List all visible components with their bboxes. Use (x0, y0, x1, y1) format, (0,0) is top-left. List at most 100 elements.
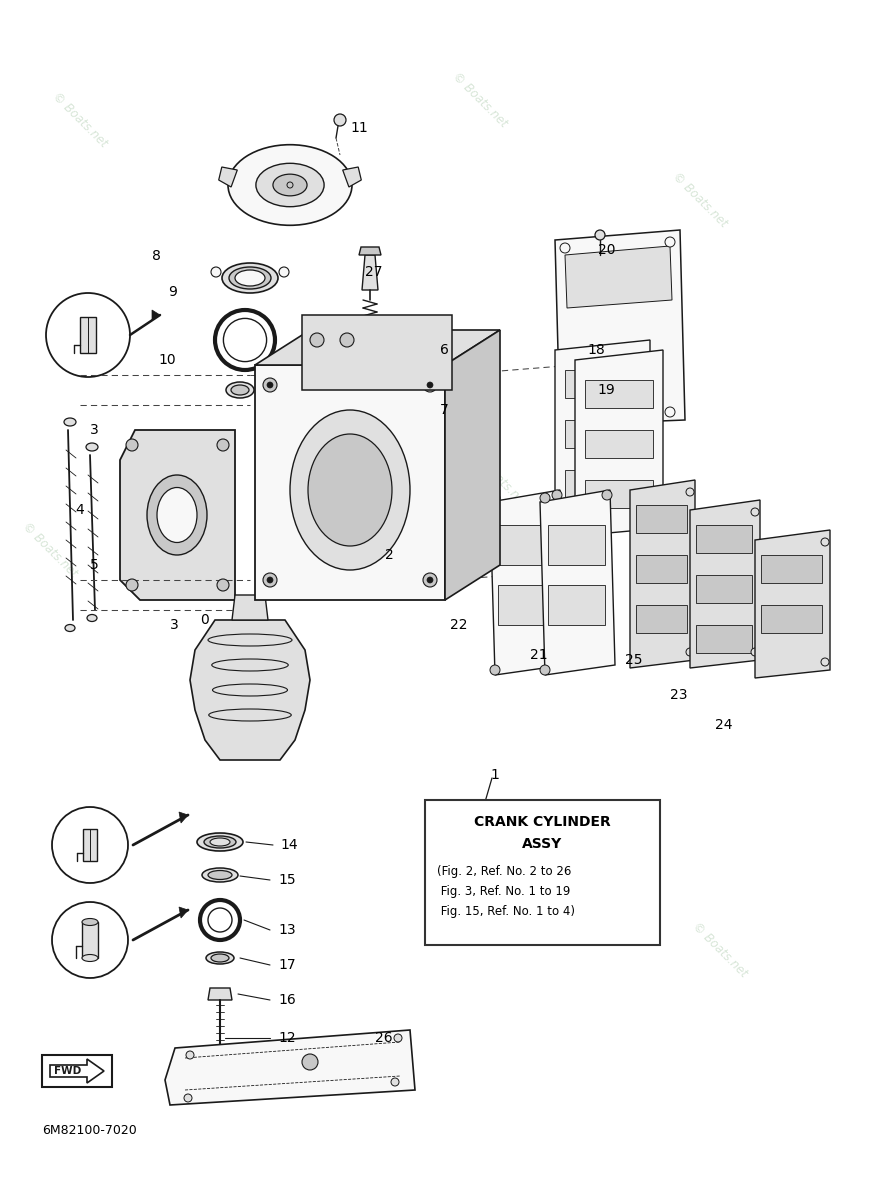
Circle shape (664, 236, 674, 247)
Text: 8: 8 (152, 248, 161, 263)
Text: 0: 0 (200, 613, 209, 626)
Circle shape (601, 490, 611, 500)
Circle shape (412, 342, 421, 352)
Polygon shape (83, 829, 96, 862)
Polygon shape (695, 575, 751, 602)
Ellipse shape (65, 624, 75, 631)
Ellipse shape (209, 838, 229, 846)
Polygon shape (689, 500, 760, 668)
Text: 27: 27 (365, 265, 382, 278)
Polygon shape (629, 480, 694, 668)
Polygon shape (760, 554, 821, 583)
Circle shape (422, 378, 436, 392)
Text: 6: 6 (440, 343, 448, 358)
FancyBboxPatch shape (425, 800, 660, 946)
Polygon shape (179, 812, 188, 823)
Ellipse shape (211, 954, 229, 962)
Text: 23: 23 (669, 688, 687, 702)
Circle shape (46, 293, 129, 377)
Circle shape (664, 407, 674, 416)
Polygon shape (635, 605, 687, 634)
Circle shape (489, 493, 500, 503)
Ellipse shape (226, 382, 254, 398)
Text: 10: 10 (158, 353, 176, 367)
Polygon shape (80, 317, 96, 353)
Circle shape (820, 658, 828, 666)
Ellipse shape (273, 174, 307, 196)
Text: 4: 4 (75, 503, 83, 517)
Text: 18: 18 (587, 343, 604, 358)
Text: 9: 9 (168, 284, 176, 299)
Text: 21: 21 (529, 648, 547, 662)
Text: Fig. 3, Ref. No. 1 to 19: Fig. 3, Ref. No. 1 to 19 (436, 886, 570, 899)
Circle shape (594, 230, 604, 240)
Text: 1: 1 (489, 768, 498, 782)
Polygon shape (540, 490, 614, 674)
Text: 25: 25 (624, 653, 642, 667)
Text: 11: 11 (349, 121, 368, 134)
Polygon shape (760, 605, 821, 634)
Ellipse shape (64, 418, 76, 426)
Circle shape (427, 382, 433, 388)
Ellipse shape (228, 145, 352, 226)
Polygon shape (342, 167, 361, 187)
Polygon shape (50, 1058, 104, 1082)
Circle shape (422, 572, 436, 587)
Polygon shape (255, 330, 500, 365)
Text: 15: 15 (278, 874, 295, 887)
Circle shape (394, 1034, 401, 1042)
Ellipse shape (82, 918, 98, 925)
Ellipse shape (212, 684, 287, 696)
Text: 3: 3 (169, 618, 178, 632)
Polygon shape (695, 526, 751, 553)
Circle shape (216, 578, 229, 590)
Polygon shape (554, 230, 684, 425)
Circle shape (551, 490, 561, 500)
Circle shape (686, 488, 693, 496)
Circle shape (820, 538, 828, 546)
Text: © Boats.net: © Boats.net (689, 920, 749, 980)
Polygon shape (152, 310, 160, 320)
Text: 22: 22 (449, 618, 467, 632)
Polygon shape (232, 595, 268, 620)
Text: 20: 20 (597, 242, 614, 257)
Circle shape (52, 902, 128, 978)
Circle shape (211, 266, 221, 277)
Circle shape (340, 332, 354, 347)
FancyBboxPatch shape (42, 1055, 112, 1087)
Polygon shape (359, 247, 381, 254)
Ellipse shape (208, 870, 232, 880)
Circle shape (267, 577, 273, 583)
Circle shape (287, 182, 293, 188)
Polygon shape (547, 526, 604, 565)
Circle shape (126, 578, 138, 590)
Ellipse shape (308, 434, 392, 546)
Circle shape (540, 493, 549, 503)
Circle shape (427, 577, 433, 583)
Text: © Boats.net: © Boats.net (449, 70, 509, 130)
Circle shape (267, 382, 273, 388)
Ellipse shape (82, 954, 98, 961)
Polygon shape (189, 620, 309, 760)
Circle shape (262, 378, 276, 392)
Text: (Fig. 2, Ref. No. 2 to 26: (Fig. 2, Ref. No. 2 to 26 (436, 865, 571, 878)
Circle shape (186, 1051, 194, 1058)
Text: 3: 3 (90, 422, 99, 437)
Circle shape (309, 332, 323, 347)
Text: 17: 17 (278, 958, 295, 972)
Circle shape (540, 665, 549, 674)
Circle shape (750, 648, 758, 656)
Polygon shape (584, 380, 653, 408)
Polygon shape (120, 430, 235, 600)
Ellipse shape (222, 263, 278, 293)
Text: 12: 12 (278, 1031, 295, 1045)
Polygon shape (564, 420, 640, 448)
Ellipse shape (87, 614, 96, 622)
Circle shape (302, 1054, 318, 1070)
Polygon shape (165, 1030, 415, 1105)
Text: 6M82100-7020: 6M82100-7020 (42, 1123, 136, 1136)
Polygon shape (564, 246, 671, 308)
Polygon shape (362, 254, 377, 290)
Circle shape (334, 114, 346, 126)
Polygon shape (554, 340, 649, 533)
